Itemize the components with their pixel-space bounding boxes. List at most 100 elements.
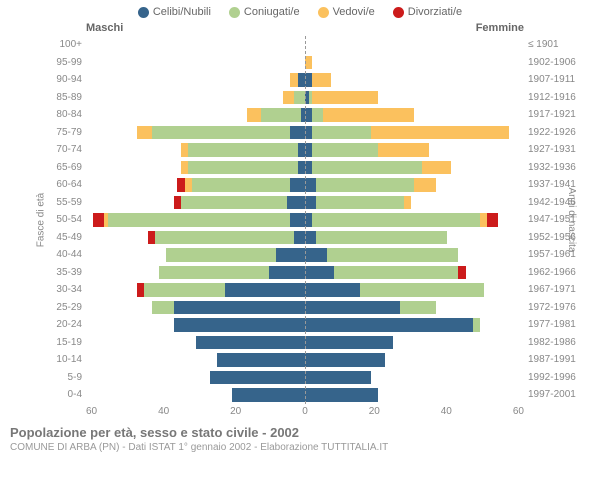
bar-segment bbox=[159, 266, 269, 280]
legend-label: Vedovi/e bbox=[333, 6, 375, 18]
bar-row bbox=[86, 281, 524, 299]
table-row: 65-691932-1936 bbox=[24, 159, 590, 177]
bar-row bbox=[86, 106, 524, 124]
table-row: 55-591942-1946 bbox=[24, 194, 590, 212]
bar-row bbox=[86, 36, 524, 54]
year-label: 1927-1931 bbox=[524, 144, 590, 155]
bar-segment bbox=[305, 231, 316, 245]
bar-segment bbox=[305, 266, 334, 280]
male-bar bbox=[86, 141, 305, 159]
year-label: 1902-1906 bbox=[524, 57, 590, 68]
age-label: 25-29 bbox=[24, 302, 86, 313]
table-row: 35-391962-1966 bbox=[24, 264, 590, 282]
female-bar bbox=[305, 124, 524, 142]
bar-segment bbox=[305, 126, 312, 140]
bar-segment bbox=[312, 213, 480, 227]
female-bar bbox=[305, 194, 524, 212]
male-bar bbox=[86, 316, 305, 334]
bar-segment bbox=[305, 73, 312, 87]
x-tick: 60 bbox=[513, 406, 524, 417]
table-row: 45-491952-1956 bbox=[24, 229, 590, 247]
bar-segment bbox=[305, 213, 312, 227]
bar-segment bbox=[400, 301, 436, 315]
table-row: 0-41997-2001 bbox=[24, 386, 590, 404]
bar-segment bbox=[458, 266, 465, 280]
bar-segment bbox=[305, 371, 371, 385]
chart-title: Popolazione per età, sesso e stato civil… bbox=[10, 425, 590, 440]
bar-segment bbox=[312, 73, 330, 87]
bar-segment bbox=[414, 178, 436, 192]
chart-wrap: Fasce di età Anni di nascita 100+≤ 19019… bbox=[24, 36, 590, 404]
bar-row bbox=[86, 386, 524, 404]
bar-segment bbox=[305, 196, 316, 210]
bar-segment bbox=[181, 143, 188, 157]
year-label: 1962-1966 bbox=[524, 267, 590, 278]
female-bar bbox=[305, 141, 524, 159]
bar-row bbox=[86, 141, 524, 159]
bar-segment bbox=[371, 126, 510, 140]
bar-segment bbox=[305, 283, 360, 297]
bar-segment bbox=[174, 301, 305, 315]
age-label: 60-64 bbox=[24, 179, 86, 190]
table-row: 95-991902-1906 bbox=[24, 54, 590, 72]
female-bar bbox=[305, 36, 524, 54]
bar-row bbox=[86, 264, 524, 282]
bar-segment bbox=[305, 161, 312, 175]
bar-segment bbox=[210, 371, 305, 385]
bar-segment bbox=[276, 248, 305, 262]
male-bar bbox=[86, 386, 305, 404]
table-row: 25-291972-1976 bbox=[24, 299, 590, 317]
bar-segment bbox=[269, 266, 305, 280]
female-bar bbox=[305, 299, 524, 317]
bar-segment bbox=[305, 336, 393, 350]
bar-segment bbox=[305, 318, 473, 332]
male-bar bbox=[86, 54, 305, 72]
year-label: 1977-1981 bbox=[524, 319, 590, 330]
bar-row bbox=[86, 334, 524, 352]
table-row: 5-91992-1996 bbox=[24, 369, 590, 387]
bar-row bbox=[86, 369, 524, 387]
bar-segment bbox=[305, 56, 312, 70]
female-bar bbox=[305, 54, 524, 72]
age-label: 30-34 bbox=[24, 284, 86, 295]
bar-segment bbox=[261, 108, 301, 122]
bar-segment bbox=[188, 161, 298, 175]
age-label: 100+ bbox=[24, 39, 86, 50]
bar-row bbox=[86, 194, 524, 212]
bar-segment bbox=[148, 231, 155, 245]
year-label: 1937-1941 bbox=[524, 179, 590, 190]
bar-segment bbox=[174, 318, 305, 332]
bar-segment bbox=[232, 388, 305, 402]
legend-swatch bbox=[229, 7, 240, 18]
male-bar bbox=[86, 369, 305, 387]
bar-segment bbox=[305, 108, 312, 122]
bar-segment bbox=[312, 108, 323, 122]
male-bar bbox=[86, 351, 305, 369]
legend-label: Divorziati/e bbox=[408, 6, 462, 18]
year-label: 1907-1911 bbox=[524, 74, 590, 85]
bar-row bbox=[86, 124, 524, 142]
bar-segment bbox=[487, 213, 498, 227]
bar-segment bbox=[188, 143, 298, 157]
male-bar bbox=[86, 281, 305, 299]
bar-segment bbox=[312, 126, 370, 140]
legend: Celibi/NubiliConiugati/eVedovi/eDivorzia… bbox=[0, 0, 600, 18]
bar-segment bbox=[422, 161, 451, 175]
age-label: 80-84 bbox=[24, 109, 86, 120]
male-bar bbox=[86, 124, 305, 142]
year-label: 1992-1996 bbox=[524, 372, 590, 383]
bar-row bbox=[86, 159, 524, 177]
female-bar bbox=[305, 229, 524, 247]
male-bar bbox=[86, 106, 305, 124]
bar-row bbox=[86, 316, 524, 334]
male-bar bbox=[86, 89, 305, 107]
female-bar bbox=[305, 211, 524, 229]
legend-item: Vedovi/e bbox=[318, 6, 375, 18]
bar-segment bbox=[93, 213, 104, 227]
table-row: 10-141987-1991 bbox=[24, 351, 590, 369]
bar-segment bbox=[305, 353, 385, 367]
age-label: 85-89 bbox=[24, 92, 86, 103]
table-row: 70-741927-1931 bbox=[24, 141, 590, 159]
table-row: 90-941907-1911 bbox=[24, 71, 590, 89]
pyramid-chart: 100+≤ 190195-991902-190690-941907-191185… bbox=[24, 36, 590, 404]
